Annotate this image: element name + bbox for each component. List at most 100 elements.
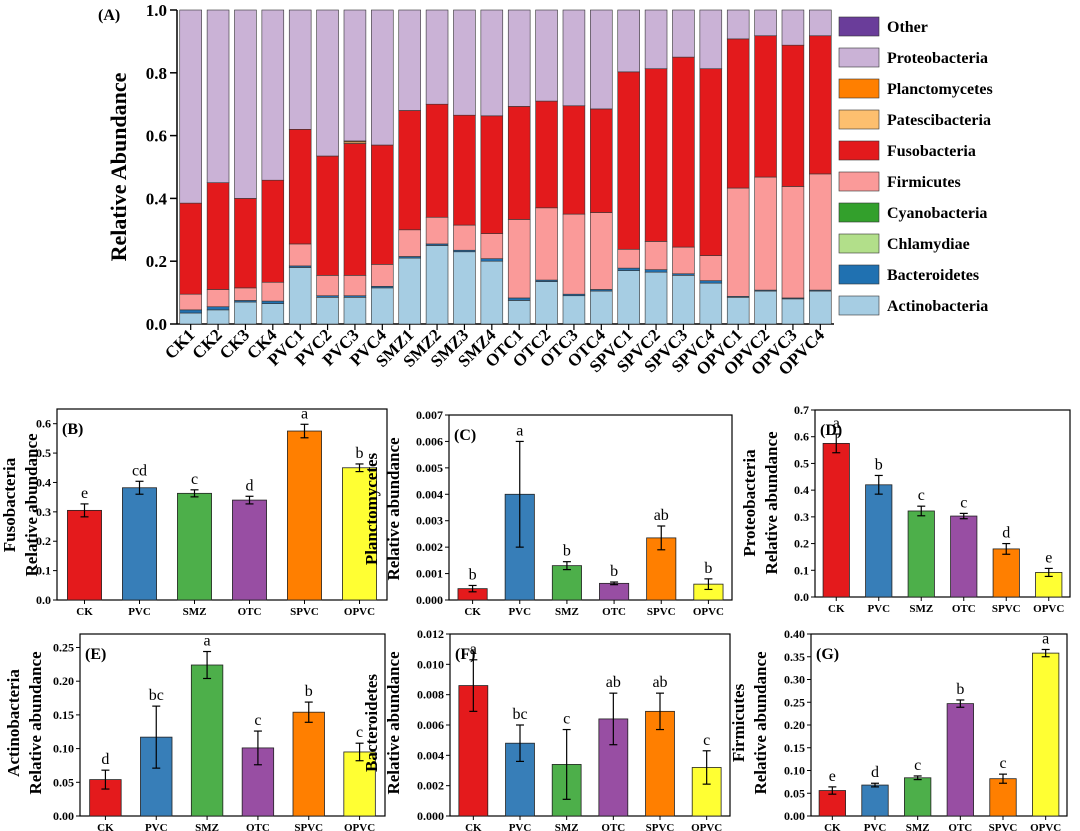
- y-tick-label: 0.15: [784, 741, 805, 755]
- bar-segment: [371, 9, 394, 146]
- bar-segment: [453, 251, 476, 325]
- bar: [292, 711, 325, 817]
- significance-letter: b: [956, 681, 964, 698]
- bar-segment: [453, 9, 476, 116]
- y-tick-label: 0.20: [53, 674, 74, 688]
- bar-segment: [726, 9, 750, 40]
- bar-segment: [726, 38, 750, 189]
- y-tick-label: 0.0: [36, 593, 51, 607]
- legend-label: Planctomycetes: [887, 81, 993, 98]
- y-tick-label: 0.3: [794, 510, 809, 524]
- y-tick-label: 0.05: [784, 786, 805, 800]
- bar-segment: [261, 9, 285, 181]
- bar-segment: [699, 255, 723, 281]
- bar-segment: [644, 241, 668, 270]
- y-axis-subtitle: Relative abundance: [384, 651, 403, 795]
- bar-segment: [398, 110, 421, 231]
- y-axis-subtitle: Relative abundance: [751, 651, 770, 795]
- y-tick-label: 0.7: [794, 403, 809, 417]
- y-tick-label: 0.15: [53, 708, 74, 722]
- x-tick-label: SPVC: [294, 822, 323, 831]
- bar-segment: [288, 267, 312, 325]
- panel-d: (D)0.00.10.20.30.40.50.60.7Proteobacteri…: [740, 403, 1071, 615]
- bar-segment: [234, 198, 257, 289]
- x-tick-label: OPVC: [691, 822, 722, 831]
- bar-segment: [507, 219, 531, 299]
- significance-letter: b: [610, 563, 618, 580]
- x-tick-label: OTC: [952, 603, 976, 615]
- bar-segment: [179, 312, 202, 325]
- bar-segment: [425, 103, 449, 218]
- panel-e: (E) 0.00 0.05 0.10 0.15 0.20 0.25 Actinobacteri…: [4, 633, 386, 831]
- significance-letter: d: [871, 764, 879, 781]
- x-tick-label: PVC: [509, 822, 532, 831]
- bar-segment: [617, 71, 640, 250]
- bar-segment: [535, 9, 558, 102]
- significance-letter: a: [516, 422, 523, 439]
- y-tick-label: 0.005: [416, 461, 443, 475]
- legend-label: Other: [887, 19, 928, 36]
- bar: [190, 664, 224, 817]
- bar-segment: [562, 213, 586, 295]
- bar-segment: [480, 9, 504, 117]
- y-axis-title: Bacteroidetes: [362, 674, 381, 772]
- y-tick-label: 0.5: [794, 456, 809, 470]
- bar-segment: [535, 281, 558, 325]
- bar-segment: [398, 229, 421, 257]
- legend-swatch: [838, 109, 880, 130]
- panel-b: (B) 0.0 0.1 0.2 0.3 0.4 0.5 0.6 Fusobacteria Rela…: [0, 405, 388, 618]
- y-tick-label: 0.0: [794, 590, 809, 604]
- legend-swatch: [838, 140, 880, 161]
- bar-segment: [316, 9, 339, 157]
- y-tick-label: 0.004: [417, 748, 444, 762]
- y-tick-label: 0.2: [36, 534, 51, 548]
- y-tick-label: 0.1: [36, 564, 51, 578]
- bar-segment: [371, 264, 394, 287]
- bar: [946, 703, 974, 817]
- bar-segment: [343, 9, 367, 142]
- bar-segment: [425, 245, 449, 325]
- x-tick-label: SPVC: [647, 606, 676, 618]
- bar-segment: [234, 287, 257, 301]
- bar-segment: [343, 275, 367, 297]
- bar-segment: [453, 114, 476, 226]
- y-axis-title: Planctomycetes: [362, 452, 381, 565]
- bar-segment: [371, 287, 394, 325]
- bar-segment: [699, 282, 723, 325]
- x-tick-label: SMZ: [909, 603, 933, 615]
- bar-segment: [781, 298, 805, 325]
- y-tick-label: 0.004: [416, 487, 443, 501]
- bar: [177, 492, 212, 601]
- y-axis-title: Relative Abundance: [106, 72, 131, 261]
- bar-segment: [809, 173, 832, 291]
- legend-swatch: [838, 264, 880, 285]
- x-tick-label: OPVC: [1030, 822, 1061, 831]
- bar-segment: [781, 44, 805, 187]
- y-tick-label: 0.000: [416, 593, 443, 607]
- x-tick-label: PVC: [867, 603, 890, 615]
- significance-letter: a: [833, 415, 840, 432]
- bar-segment: [288, 9, 312, 130]
- significance-letter: c: [999, 755, 1006, 772]
- legend-swatch: [838, 171, 880, 192]
- bar-segment: [809, 290, 832, 325]
- x-tick-label: PVC: [128, 606, 151, 618]
- bar-segment: [754, 9, 777, 37]
- legend-swatch: [838, 47, 880, 68]
- bar: [950, 515, 978, 598]
- bar-segment: [261, 300, 285, 304]
- significance-letter: a: [301, 405, 308, 422]
- legend-label: Cyanobacteria: [887, 205, 987, 222]
- panel-label: (E): [85, 646, 106, 663]
- y-axis-title: Actinobacteria: [4, 669, 23, 777]
- bar-segment: [726, 187, 750, 297]
- y-tick-label: 0.00: [784, 809, 805, 823]
- bar-segment: [507, 106, 531, 220]
- bar-segment: [617, 9, 640, 73]
- bar-segment: [480, 258, 504, 262]
- bar: [599, 582, 630, 601]
- bar-segment: [398, 257, 421, 325]
- y-axis-subtitle: Relative abundance: [22, 433, 41, 577]
- x-tick-label: OTC: [602, 606, 626, 618]
- significance-letter: ab: [652, 674, 667, 691]
